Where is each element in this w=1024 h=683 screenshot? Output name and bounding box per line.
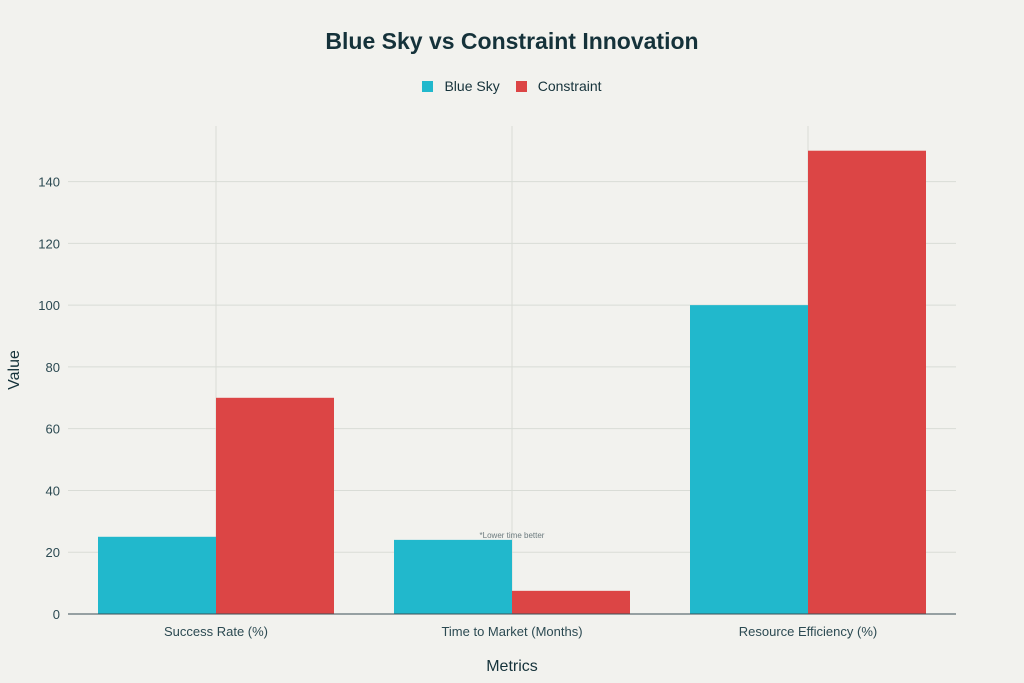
y-tick-label: 0 [53,607,60,622]
chart-title: Blue Sky vs Constraint Innovation [325,28,699,54]
chart-legend: Blue Sky Constraint [0,78,1024,94]
bar-layer [98,150,926,614]
x-axis-title: Metrics [486,658,538,675]
bar-blue-sky-0[interactable] [98,536,216,614]
y-tick-label: 80 [46,360,60,375]
y-tick-label: 20 [46,545,60,560]
chart-annotation: *Lower time better [480,531,545,540]
y-tick-label: 100 [38,298,60,313]
bar-constraint-0[interactable] [216,397,334,614]
legend-swatch-constraint [515,80,527,92]
axis-layer: 0 20 40 60 80 100 120 140 Success Rate (%) Time t… [38,175,956,639]
legend-label-blue-sky: Blue Sky [444,78,500,94]
x-tick-label: Resource Efficiency (%) [739,624,877,639]
x-tick-label: Success Rate (%) [164,624,268,639]
legend-swatch-blue-sky [422,80,434,92]
bar-blue-sky-1[interactable] [394,539,512,614]
y-tick-label: 120 [38,236,60,251]
x-tick-label: Time to Market (Months) [441,624,582,639]
y-tick-label: 40 [46,483,60,498]
y-tick-label: 60 [46,422,60,437]
bar-constraint-2[interactable] [808,150,926,614]
legend-label-constraint: Constraint [537,78,602,94]
y-tick-label: 140 [38,175,60,190]
legend-item-constraint[interactable]: Constraint [515,78,602,94]
y-axis-title: Value [6,350,23,390]
legend-item-blue-sky[interactable]: Blue Sky [422,78,500,94]
bar-blue-sky-2[interactable] [690,305,808,614]
bar-constraint-1[interactable] [512,590,630,614]
